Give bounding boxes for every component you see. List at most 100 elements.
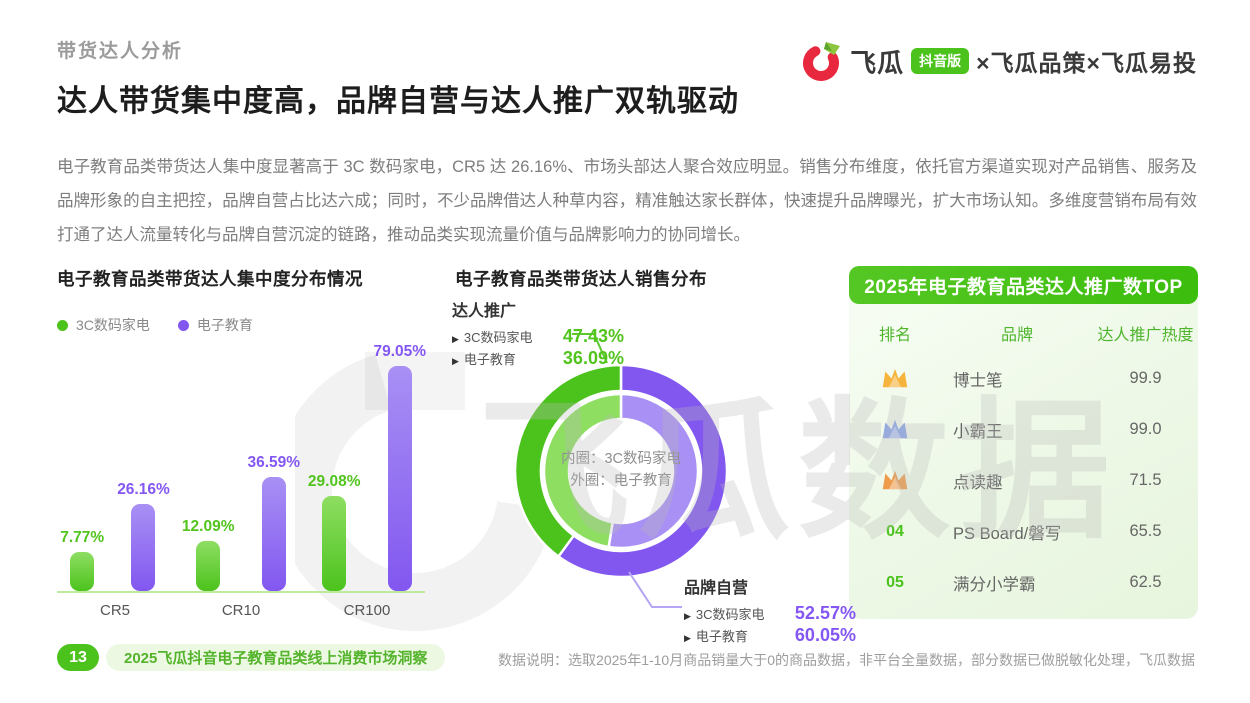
data-source-note: 数据说明：选取2025年1-10月商品销量大于0的商品数据，非平台全量数据，部分… <box>498 652 1195 668</box>
bar-group: 29.08% 79.05% <box>308 343 427 591</box>
annotation-row: ▶ 3C数码家电 52.57% <box>684 603 856 624</box>
crown-icon <box>882 470 908 490</box>
bar-value-label: 29.08% <box>307 473 361 490</box>
legend-dot-purple <box>177 319 189 331</box>
bar-with-label: 79.05% <box>373 343 427 591</box>
bar-with-label: 7.77% <box>60 529 104 591</box>
legend-label: 电子教育 <box>196 317 253 333</box>
table-column-headers: 排名 品牌 达人推广热度 <box>849 304 1198 353</box>
column-header-rank: 排名 <box>878 327 911 344</box>
rank-cell: 04 <box>849 523 941 541</box>
column-header-heat: 达人推广热度 <box>1097 327 1194 344</box>
bar-value-label: 36.59% <box>247 454 301 471</box>
logo-brand-text: 飞瓜 <box>850 47 905 78</box>
bar-chart-legend: 3C数码家电 电子教育 <box>57 315 425 335</box>
legend-item-3c: 3C数码家电 <box>57 315 150 335</box>
heat-value: 71.5 <box>1129 471 1162 489</box>
brand-name: 博士笔 <box>953 371 1003 390</box>
table-row: 点读趣 71.5 <box>849 455 1198 506</box>
annotation-value: 60.05% <box>794 625 856 645</box>
rank-cell <box>849 419 941 440</box>
brand-logo: 飞瓜 抖音版 ×飞瓜品策×飞瓜易投 <box>801 40 1197 82</box>
table-row: 小霸王 99.0 <box>849 404 1198 455</box>
annotation-row: ▶ 3C数码家电 47.43% <box>452 326 624 347</box>
annotation-self: 品牌自营 ▶ 3C数码家电 52.57% ▶ 电子教育 60.05% <box>684 574 856 646</box>
triangle-marker-icon: ▶ <box>452 356 459 366</box>
bar-group: 12.09% 36.59% <box>182 454 301 591</box>
bar-with-label: 12.09% <box>182 518 235 591</box>
heat-value: 65.5 <box>1129 522 1162 540</box>
logo-version-badge: 抖音版 <box>911 48 970 74</box>
annotation-row: ▶ 电子教育 60.05% <box>684 625 856 646</box>
annotation-label: 电子教育 <box>695 629 748 644</box>
table-title: 2025年电子教育品类达人推广数TOP <box>849 266 1198 304</box>
heat-value: 99.9 <box>1129 369 1162 387</box>
donut-center-label: 内圈：3C数码家电 外圈：电子教育 <box>536 448 706 492</box>
page-title: 达人带货集中度高，品牌自营与达人推广双轨驱动 <box>57 85 739 118</box>
donut-segment-outer-达人推广 <box>513 363 623 559</box>
legend-label: 3C数码家电 <box>76 317 150 333</box>
concentration-bar-chart: 电子教育品类带货达人集中度分布情况 3C数码家电 电子教育 7.77% 26.16… <box>57 266 427 619</box>
donut-segment-inner-达人推广 <box>542 392 623 549</box>
triangle-marker-icon: ▶ <box>452 334 459 344</box>
bar-CR100-3C数码家电 <box>322 496 347 591</box>
donut-center-line2: 外圈：电子教育 <box>570 473 672 489</box>
table-row: 04 PS Board/磐写 65.5 <box>849 506 1198 557</box>
rank-cell <box>849 368 941 389</box>
donut-segment-inner-品牌自营 <box>607 392 700 550</box>
heat-value: 99.0 <box>1129 420 1162 438</box>
bar-CR100-电子教育 <box>387 366 412 591</box>
bar-CR10-电子教育 <box>261 477 286 591</box>
bar-category-label: CR100 <box>343 602 391 619</box>
bar-chart-title: 电子教育品类带货达人集中度分布情况 <box>57 269 363 289</box>
donut-chart-title: 电子教育品类带货达人销售分布 <box>455 269 707 289</box>
heat-value: 62.5 <box>1129 573 1162 591</box>
bar-CR5-电子教育 <box>131 504 156 591</box>
annotation-label: 3C数码家电 <box>463 330 533 345</box>
annotation-value: 36.09% <box>562 348 624 368</box>
table-row: 博士笔 99.9 <box>849 353 1198 404</box>
bar-with-label: 36.59% <box>247 454 301 591</box>
annotation-label: 3C数码家电 <box>695 607 765 622</box>
annotation-value: 47.43% <box>562 326 624 346</box>
intro-paragraph: 电子教育品类带货达人集中度显著高于 3C 数码家电，CR5 达 26.16%、市… <box>57 158 1197 244</box>
table-row: 05 满分小学霸 62.5 <box>849 557 1198 608</box>
annotation-self-title: 品牌自营 <box>684 580 749 597</box>
bar-with-label: 26.16% <box>117 481 170 591</box>
bar-category-label: CR5 <box>99 602 130 619</box>
legend-dot-green <box>57 319 68 331</box>
table-body: 博士笔 99.9 小霸王 99.0 点读趣 71.5 04 PS Board/磐写 65.5 05… <box>849 353 1198 608</box>
donut-chart <box>513 363 729 579</box>
rank-cell <box>849 470 941 491</box>
bar-group: 7.77% 26.16% <box>57 481 173 591</box>
donut-segment-outer-品牌自营 <box>556 363 729 579</box>
bar-CR5-3C数码家电 <box>70 552 95 591</box>
annotation-promo-title: 达人推广 <box>452 303 517 320</box>
bar-value-label: 26.16% <box>117 481 170 498</box>
brand-name: 点读趣 <box>953 473 1003 492</box>
bar-with-label: 29.08% <box>308 473 361 591</box>
rank-number: 04 <box>886 522 904 540</box>
rank-cell: 05 <box>849 574 941 592</box>
legend-item-edu: 电子教育 <box>177 315 253 335</box>
report-name-pill: 2025飞瓜抖音电子教育品类线上消费市场洞察 <box>106 644 446 671</box>
donut-center-line1: 内圈：3C数码家电 <box>560 451 682 467</box>
brand-name: 小霸王 <box>953 422 1003 441</box>
bar-category-label: CR10 <box>221 602 261 619</box>
top-brands-table: 2025年电子教育品类达人推广数TOP 排名 品牌 达人推广热度 博士笔 99.9… <box>849 266 1198 619</box>
rank-number: 05 <box>886 573 904 591</box>
annotation-value: 52.57% <box>794 603 856 623</box>
feigua-logo-icon <box>803 42 841 81</box>
bar-chart-plot: 7.77% 26.16% 12.09% 36.59% 29.08% 79.05% <box>57 341 427 593</box>
column-header-brand: 品牌 <box>1000 327 1033 344</box>
crown-icon <box>882 368 908 388</box>
annotation-row: ▶ 电子教育 36.09% <box>452 348 624 369</box>
bar-CR10-3C数码家电 <box>196 541 221 591</box>
annotation-label: 电子教育 <box>463 352 516 367</box>
brand-name: 满分小学霸 <box>953 575 1036 594</box>
bar-value-label: 12.09% <box>181 518 235 535</box>
bar-value-label: 79.05% <box>373 343 427 360</box>
section-label: 带货达人分析 <box>57 41 184 62</box>
logo-partner-brands: ×飞瓜品策×飞瓜易投 <box>976 50 1197 76</box>
